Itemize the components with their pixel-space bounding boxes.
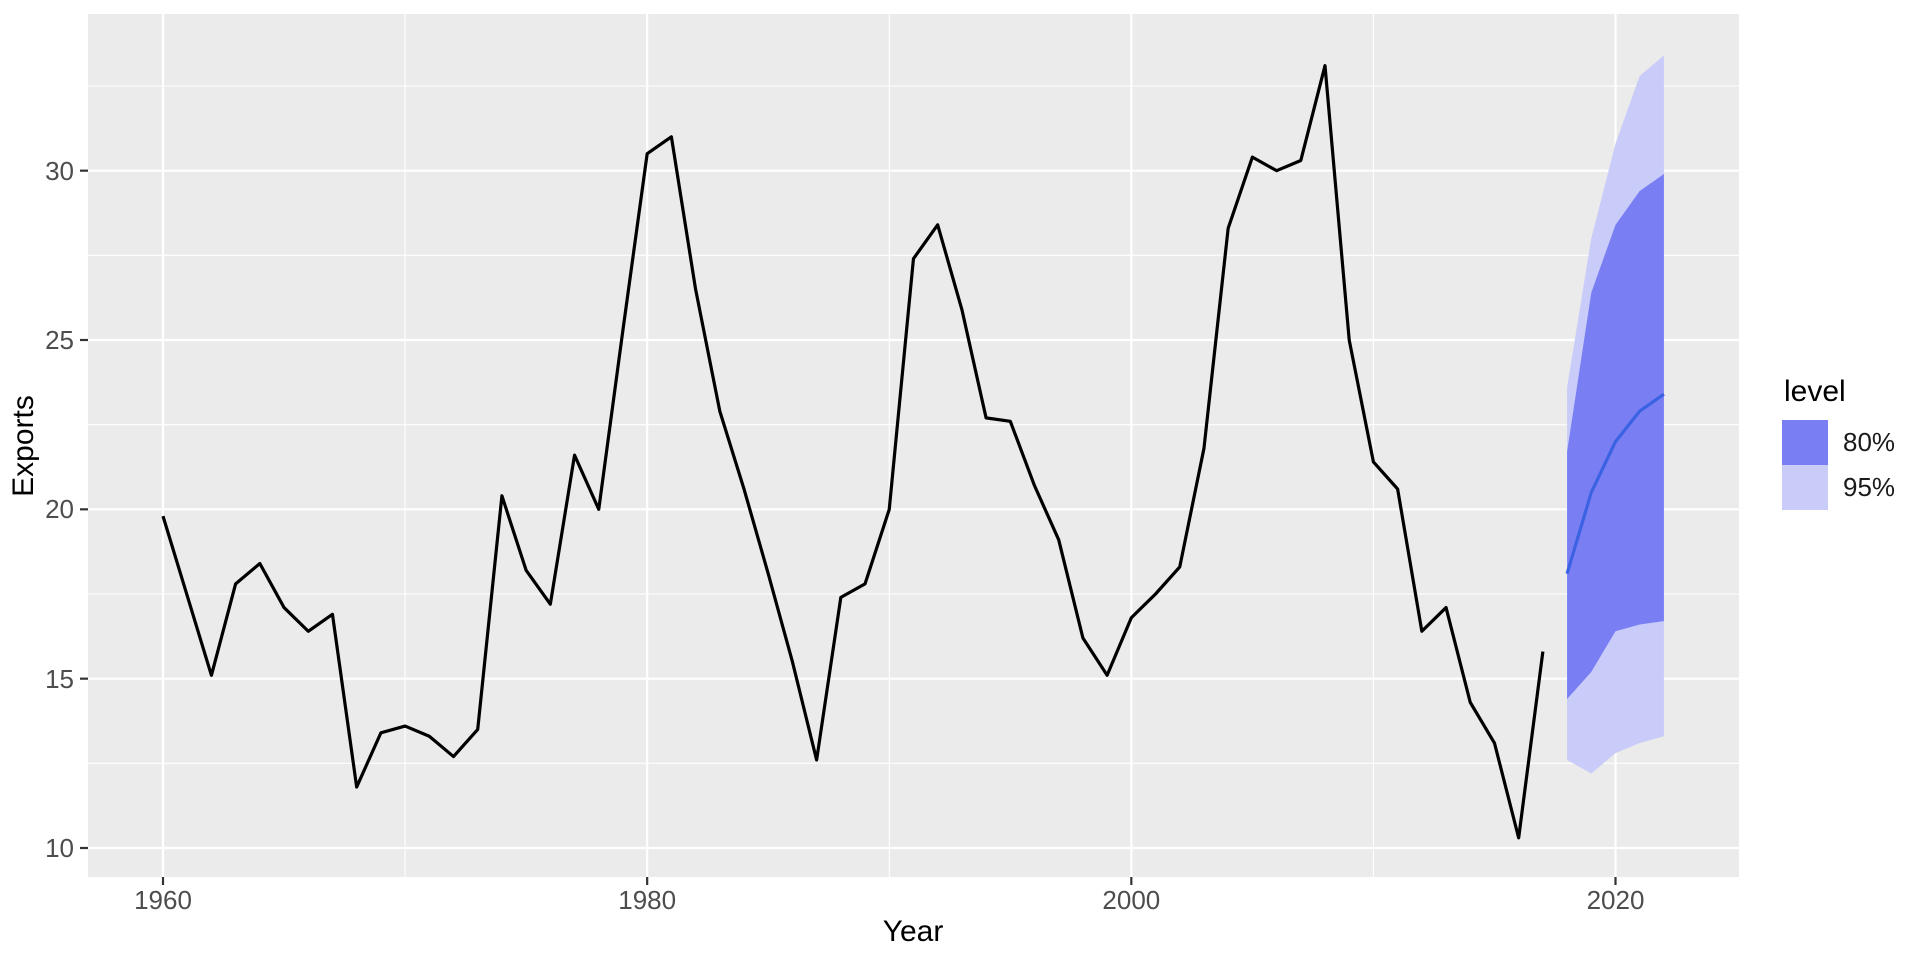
legend-label-95: 95% [1843, 472, 1896, 502]
y-tick-label-30: 30 [45, 155, 74, 186]
forecast-line [1565, 392, 1665, 575]
x-tick-label-2000: 2000 [1102, 885, 1161, 915]
legend-label-80: 80% [1843, 427, 1896, 457]
legend-swatch-80-icon [1782, 420, 1828, 465]
y-tick-label-25: 25 [45, 324, 74, 355]
x-tick-label-1960: 1960 [134, 885, 192, 915]
x-tick-label-2020: 2020 [1586, 885, 1645, 915]
plot-panel [88, 14, 1739, 877]
x-axis-title: Year [882, 915, 944, 948]
legend-swatch-95-icon [1782, 465, 1828, 510]
x-tick-label-1980: 1980 [618, 885, 677, 915]
exports-line [161, 64, 1545, 840]
legend-item-95: 95% [1782, 465, 1920, 510]
y-tick-label-10: 10 [45, 833, 74, 863]
y-axis-title: Exports [7, 395, 40, 497]
y-tick-label-15: 15 [45, 663, 74, 694]
legend-item-80: 80% [1782, 420, 1920, 465]
y-tick-label-20: 20 [45, 494, 74, 525]
forecast-level-legend: level 80% 95% [1782, 376, 1920, 510]
legend-title: level [1784, 375, 1846, 408]
confidence-band-80 [1567, 174, 1664, 699]
